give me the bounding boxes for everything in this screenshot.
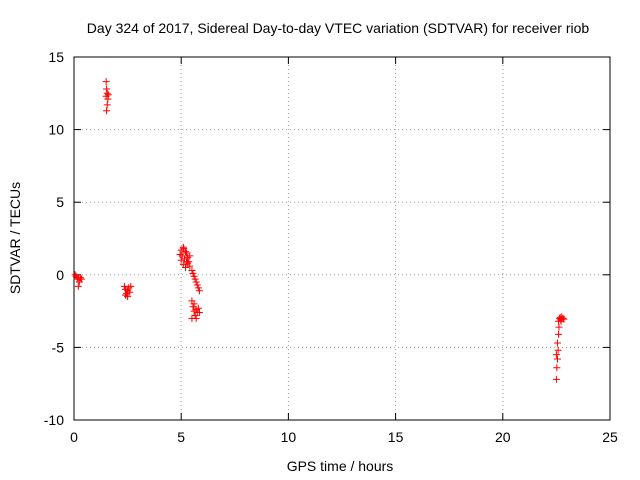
data-point bbox=[189, 303, 197, 311]
x-tick-label: 25 bbox=[602, 429, 618, 445]
data-point bbox=[192, 278, 200, 286]
data-point bbox=[188, 314, 196, 322]
y-tick-label: 10 bbox=[48, 122, 64, 138]
data-point bbox=[556, 314, 564, 322]
data-point bbox=[103, 107, 111, 115]
x-axis-label: GPS time / hours bbox=[287, 458, 394, 474]
data-point bbox=[553, 355, 561, 363]
data-point bbox=[121, 291, 129, 299]
data-point bbox=[103, 89, 111, 97]
data-point bbox=[195, 309, 203, 317]
y-tick-label: 15 bbox=[48, 49, 64, 65]
data-point bbox=[191, 275, 199, 283]
y-tick-label: -10 bbox=[44, 412, 64, 428]
data-point bbox=[552, 351, 560, 359]
data-point bbox=[183, 249, 191, 257]
data-point bbox=[76, 274, 84, 282]
data-point bbox=[103, 85, 111, 93]
x-tick-label: 5 bbox=[177, 429, 185, 445]
data-point bbox=[194, 284, 202, 292]
data-point bbox=[103, 101, 111, 109]
data-point bbox=[186, 252, 194, 260]
tick-labels: 0 5 10 15 20 25 -10 -5 0 5 10 15 bbox=[44, 49, 618, 445]
data-point bbox=[177, 256, 185, 264]
data-point bbox=[189, 269, 197, 277]
x-tick-label: 0 bbox=[70, 429, 78, 445]
data-points bbox=[71, 78, 568, 383]
y-axis-label: SDTVAR / TECUs bbox=[7, 182, 23, 294]
data-point bbox=[180, 245, 188, 253]
x-tick-label: 10 bbox=[281, 429, 297, 445]
data-point bbox=[104, 91, 112, 99]
data-point bbox=[190, 272, 198, 280]
y-tick-label: 0 bbox=[56, 267, 64, 283]
data-point bbox=[188, 266, 196, 274]
data-point bbox=[186, 262, 194, 270]
data-point bbox=[123, 290, 131, 298]
data-point bbox=[190, 300, 198, 308]
data-point bbox=[127, 282, 135, 290]
y-tick-label: -5 bbox=[52, 339, 65, 355]
data-point bbox=[74, 282, 82, 290]
data-point bbox=[181, 264, 189, 272]
data-point bbox=[195, 287, 203, 295]
data-point bbox=[71, 271, 79, 279]
data-point bbox=[120, 282, 128, 290]
chart-title: Day 324 of 2017, Sidereal Day-to-day VTE… bbox=[87, 20, 590, 36]
data-point bbox=[193, 281, 201, 289]
plot-frame bbox=[73, 56, 611, 421]
data-point bbox=[552, 375, 560, 383]
gridlines bbox=[74, 57, 610, 420]
data-point bbox=[553, 339, 561, 347]
data-point bbox=[181, 248, 189, 256]
data-point bbox=[192, 306, 200, 314]
x-tick-label: 20 bbox=[495, 429, 511, 445]
data-point bbox=[557, 317, 565, 325]
data-point bbox=[554, 346, 562, 354]
data-point bbox=[553, 364, 561, 372]
data-point bbox=[126, 288, 134, 296]
data-point bbox=[78, 275, 86, 283]
data-point bbox=[183, 258, 191, 266]
axes bbox=[73, 56, 611, 421]
data-point bbox=[555, 330, 563, 338]
y-tick-label: 5 bbox=[56, 194, 64, 210]
data-point bbox=[102, 78, 110, 86]
x-tick-label: 15 bbox=[388, 429, 404, 445]
tick-marks bbox=[73, 56, 611, 421]
